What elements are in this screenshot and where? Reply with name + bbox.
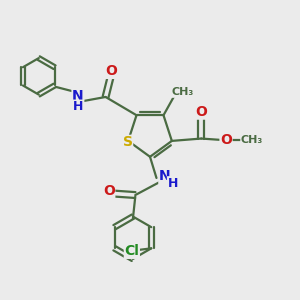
Text: O: O xyxy=(220,133,232,147)
Text: H: H xyxy=(73,100,83,113)
Text: N: N xyxy=(72,89,84,103)
Text: H: H xyxy=(167,177,178,190)
Text: S: S xyxy=(123,135,133,149)
Text: O: O xyxy=(105,64,117,78)
Text: O: O xyxy=(195,105,207,119)
Text: CH₃: CH₃ xyxy=(172,87,194,97)
Text: N: N xyxy=(159,169,170,184)
Text: CH₃: CH₃ xyxy=(241,135,263,145)
Text: O: O xyxy=(103,184,115,198)
Text: Cl: Cl xyxy=(124,244,139,258)
